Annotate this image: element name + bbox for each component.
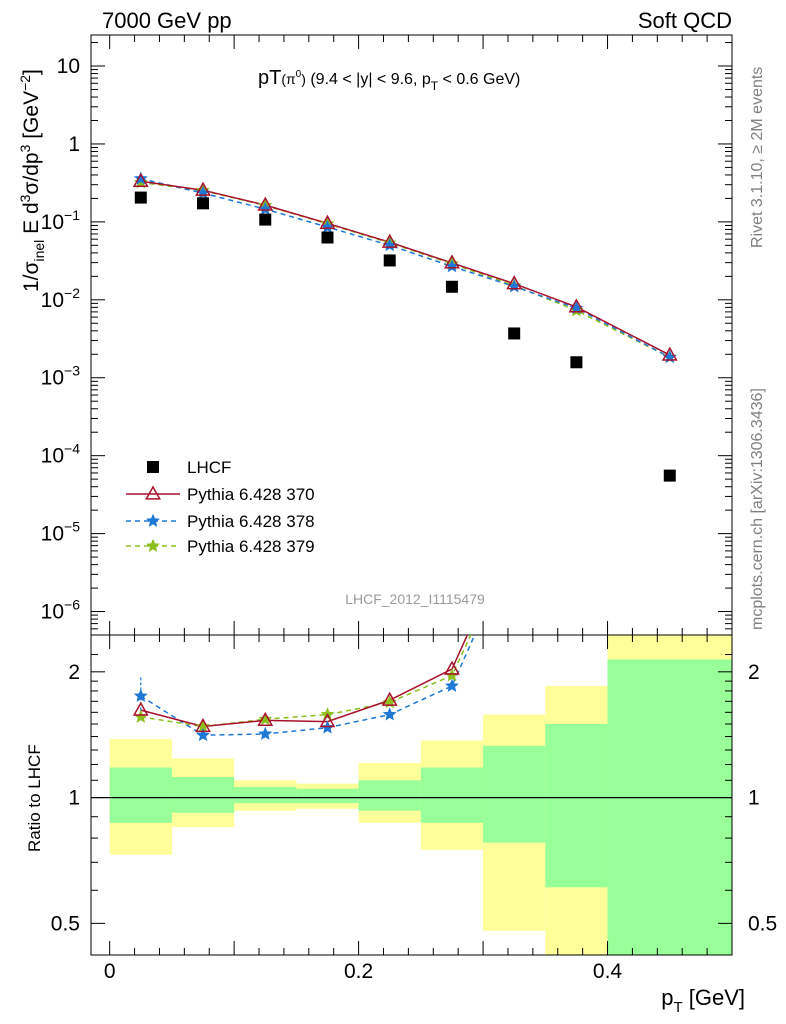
legend: LHCF Pythia 6.428 370 Pythia 6.428 378 Pyth… <box>126 458 315 556</box>
ratio-point <box>381 691 398 706</box>
data-point-pythia <box>568 298 585 313</box>
data-point-lhcf <box>570 356 583 369</box>
ratio-panel: 0.5 0.5 1 1 2 2 0 0.2 0.4 Ratio to LHCF pT [GeV] <box>25 634 777 1016</box>
x-tick-label: 0.2 <box>344 960 373 983</box>
data-point-pythia <box>444 254 460 269</box>
inner-uncertainty-band <box>483 745 546 843</box>
legend-marker <box>147 461 159 473</box>
ratio-point <box>258 711 273 726</box>
inner-uncertainty-band <box>296 788 359 804</box>
ratio-point <box>258 726 273 740</box>
main-series <box>132 171 678 482</box>
data-point-lhcf <box>134 191 147 204</box>
data-point-pythia <box>195 181 211 196</box>
y-tick-label: 10−1 <box>41 207 81 234</box>
ratio-plot-frame <box>90 634 733 956</box>
ratio-y-tick-label: 2 <box>68 661 80 684</box>
data-point-pythia <box>319 214 336 229</box>
uncertainty-bands <box>109 635 732 955</box>
y-tick-label: 10−5 <box>41 519 81 546</box>
legend-label: Pythia 6.428 379 <box>187 537 315 556</box>
legend-marker <box>146 513 160 527</box>
ratio-series-line <box>140 635 476 736</box>
header-category-label: Soft QCD <box>638 8 732 33</box>
y-tick-label: 10 <box>57 55 80 78</box>
ratio-y-tick-label-right: 2 <box>748 661 760 684</box>
ratio-point <box>444 678 459 692</box>
ratio-point <box>132 701 149 716</box>
mcplots-label: mcplots.cern.ch [arXiv:1306.3436] <box>749 388 766 630</box>
series-line <box>140 177 671 358</box>
inner-uncertainty-band <box>358 780 421 811</box>
legend-label: Pythia 6.428 370 <box>187 485 315 504</box>
data-point-pythia <box>506 275 523 290</box>
data-point-pythia <box>257 196 274 211</box>
inner-uncertainty-band <box>420 767 484 823</box>
x-axis-title: pT [GeV] <box>661 985 745 1016</box>
ratio-point <box>133 709 148 723</box>
ratio-y-axis-title: Ratio to LHCF <box>25 744 44 852</box>
data-point-pythia <box>132 172 149 187</box>
y-tick-label: 10−6 <box>41 597 81 624</box>
inner-uncertainty-band <box>607 659 732 955</box>
y-tick-label: 10−2 <box>41 285 81 312</box>
data-point-pythia <box>381 233 398 248</box>
chart-title: pT(π0) (9.4 < |y| < 9.6, pT < 0.6 GeV) <box>258 67 520 93</box>
data-point-pythia <box>661 346 678 361</box>
ratio-point <box>319 713 336 728</box>
ratio-point <box>382 707 397 721</box>
legend-label: LHCF <box>187 458 231 477</box>
ratio-series-line <box>140 635 469 728</box>
x-tick-label: 0.4 <box>593 960 623 983</box>
ratio-series <box>132 635 476 742</box>
ratio-axis-ticks: 0.5 0.5 1 1 2 2 0 0.2 0.4 <box>51 635 777 983</box>
main-panel: 10 1 10−1 10−2 10−3 10−4 10−5 10−6 pT(π0) (9.4 … <box>17 34 733 636</box>
ratio-y-tick-label-right: 0.5 <box>748 912 777 935</box>
inner-uncertainty-band <box>109 767 172 823</box>
y-tick-label: 1 <box>68 133 80 156</box>
ratio-y-tick-label: 0.5 <box>51 912 80 935</box>
data-point-lhcf <box>259 213 272 226</box>
series-line <box>140 180 671 356</box>
legend-label: Pythia 6.428 378 <box>187 512 315 531</box>
rivet-version-label: Rivet 3.1.10, ≥ 2M events <box>749 67 766 248</box>
main-axis-ticks: 10 1 10−1 10−2 10−3 10−4 10−5 10−6 <box>41 35 733 636</box>
data-point-lhcf <box>663 469 676 482</box>
data-point-lhcf <box>321 231 334 244</box>
ratio-point <box>444 660 460 675</box>
header-energy-label: 7000 GeV pp <box>102 8 232 33</box>
data-point-lhcf <box>383 254 396 267</box>
legend-marker <box>145 485 161 500</box>
analysis-id-label: LHCF_2012_I1115479 <box>345 591 485 607</box>
ratio-point <box>196 727 210 742</box>
y-axis-title: 1/σinel E d3σ/dp3 [GeV−2] <box>17 69 47 292</box>
data-point-lhcf <box>508 327 521 340</box>
data-point-lhcf <box>197 197 210 210</box>
inner-uncertainty-band <box>545 724 608 888</box>
ratio-point <box>133 688 148 702</box>
ratio-y-tick-label-right: 1 <box>748 787 760 810</box>
inner-uncertainty-band <box>234 787 297 804</box>
inner-uncertainty-band <box>171 777 235 813</box>
y-tick-label: 10−4 <box>41 441 81 468</box>
y-tick-label: 10−3 <box>41 363 81 390</box>
ratio-point <box>195 717 211 733</box>
x-tick-label: 0 <box>104 960 116 983</box>
legend-marker <box>146 538 160 552</box>
ratio-point <box>257 711 274 727</box>
ratio-y-tick-label: 1 <box>68 787 80 810</box>
data-point-lhcf <box>445 280 458 293</box>
series-line <box>140 181 671 358</box>
